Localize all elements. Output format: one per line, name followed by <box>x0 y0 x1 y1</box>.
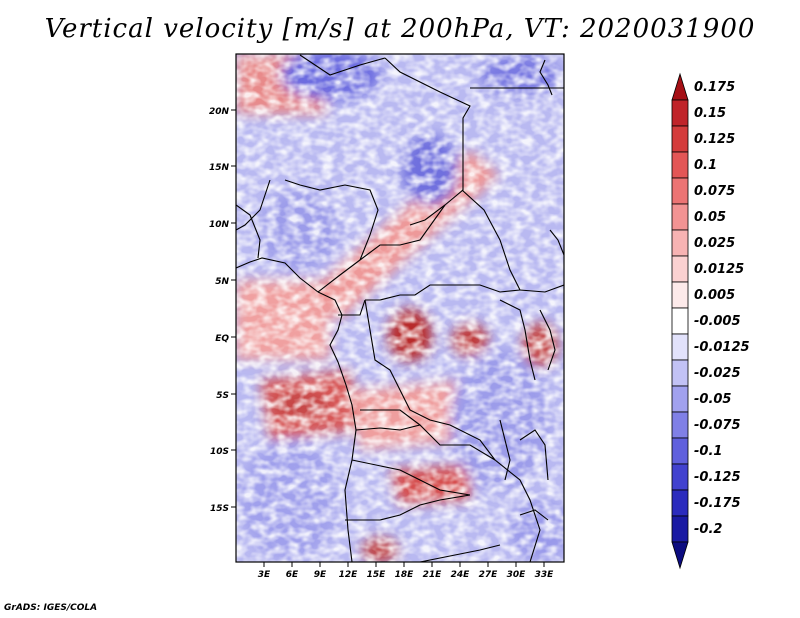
colorbar-segment <box>671 255 689 283</box>
lon-label-15e: 15E <box>367 570 387 580</box>
colorbar-label: 0.025 <box>694 236 736 251</box>
colorbar-label: -0.0125 <box>694 340 750 355</box>
lon-label-9e: 9E <box>314 570 327 580</box>
lat-label-20n: 20N <box>209 107 230 117</box>
colorbar-label: 0.15 <box>694 106 727 121</box>
colorbar-label: -0.2 <box>694 522 723 537</box>
colorbar-label: 0.175 <box>694 80 736 95</box>
colorbar-segment <box>671 541 689 570</box>
lon-label-24e: 24E <box>451 570 471 580</box>
colorbar-label: -0.025 <box>694 366 741 381</box>
colorbar-segment <box>671 515 689 543</box>
colorbar-segment <box>671 333 689 361</box>
colorbar-segment <box>671 411 689 439</box>
colorbar-segment <box>671 489 689 517</box>
colorbar-segment <box>671 437 689 465</box>
colorbar-label: -0.05 <box>694 392 732 407</box>
colorbar-segment <box>671 281 689 309</box>
colorbar-label: 0.05 <box>694 210 727 225</box>
lat-label-10n: 10N <box>209 220 230 230</box>
lat-label-5n: 5N <box>215 277 229 287</box>
lon-label-6e: 6E <box>286 570 299 580</box>
plot-frame <box>235 53 565 563</box>
colorbar-segment <box>671 385 689 413</box>
colorbar-segment <box>671 307 689 335</box>
lon-label-12e: 12E <box>339 570 359 580</box>
lat-label-10s: 10S <box>210 447 229 457</box>
lon-label-18e: 18E <box>395 570 415 580</box>
lon-label-30e: 30E <box>507 570 527 580</box>
colorbar <box>671 72 689 570</box>
country-borders <box>236 54 564 562</box>
map-title: Vertical velocity [m/s] at 200hPa, VT: 2… <box>44 14 756 44</box>
colorbar-segment <box>671 463 689 491</box>
colorbar-label: 0.125 <box>694 132 736 147</box>
velocity-field <box>236 54 564 562</box>
colorbar-segment <box>671 229 689 257</box>
colorbar-label: 0.0125 <box>694 262 745 277</box>
colorbar-segment <box>671 125 689 153</box>
colorbar-label: -0.075 <box>694 418 741 433</box>
colorbar-label: -0.1 <box>694 444 723 459</box>
grads-credit: GrADS: IGES/COLA <box>4 603 98 613</box>
lon-label-21e: 21E <box>423 570 443 580</box>
lon-label-27e: 27E <box>479 570 499 580</box>
lat-label-5s: 5S <box>216 391 229 401</box>
lon-axis: 3E 6E 9E 12E 15E 18E 21E 24E 27E 30E 33E <box>258 562 554 580</box>
lat-label-15n: 15N <box>209 163 230 173</box>
lat-label-15s: 15S <box>210 504 229 514</box>
lat-axis: 20N 15N 10N 5N EQ 5S 10S 15S <box>209 107 236 514</box>
colorbar-segment <box>671 177 689 205</box>
colorbar-label: 0.005 <box>694 288 736 303</box>
lon-label-3e: 3E <box>258 570 271 580</box>
colorbar-segment <box>671 99 689 127</box>
colorbar-segment <box>671 72 689 101</box>
colorbar-label: -0.005 <box>694 314 741 329</box>
lat-label-eq: EQ <box>215 334 229 344</box>
lon-label-33e: 33E <box>535 570 555 580</box>
colorbar-segment <box>671 203 689 231</box>
colorbar-segment <box>671 359 689 387</box>
colorbar-label: 0.1 <box>694 158 718 173</box>
colorbar-label: 0.075 <box>694 184 736 199</box>
colorbar-label: -0.125 <box>694 470 741 485</box>
colorbar-label: -0.175 <box>694 496 741 511</box>
colorbar-segment <box>671 151 689 179</box>
